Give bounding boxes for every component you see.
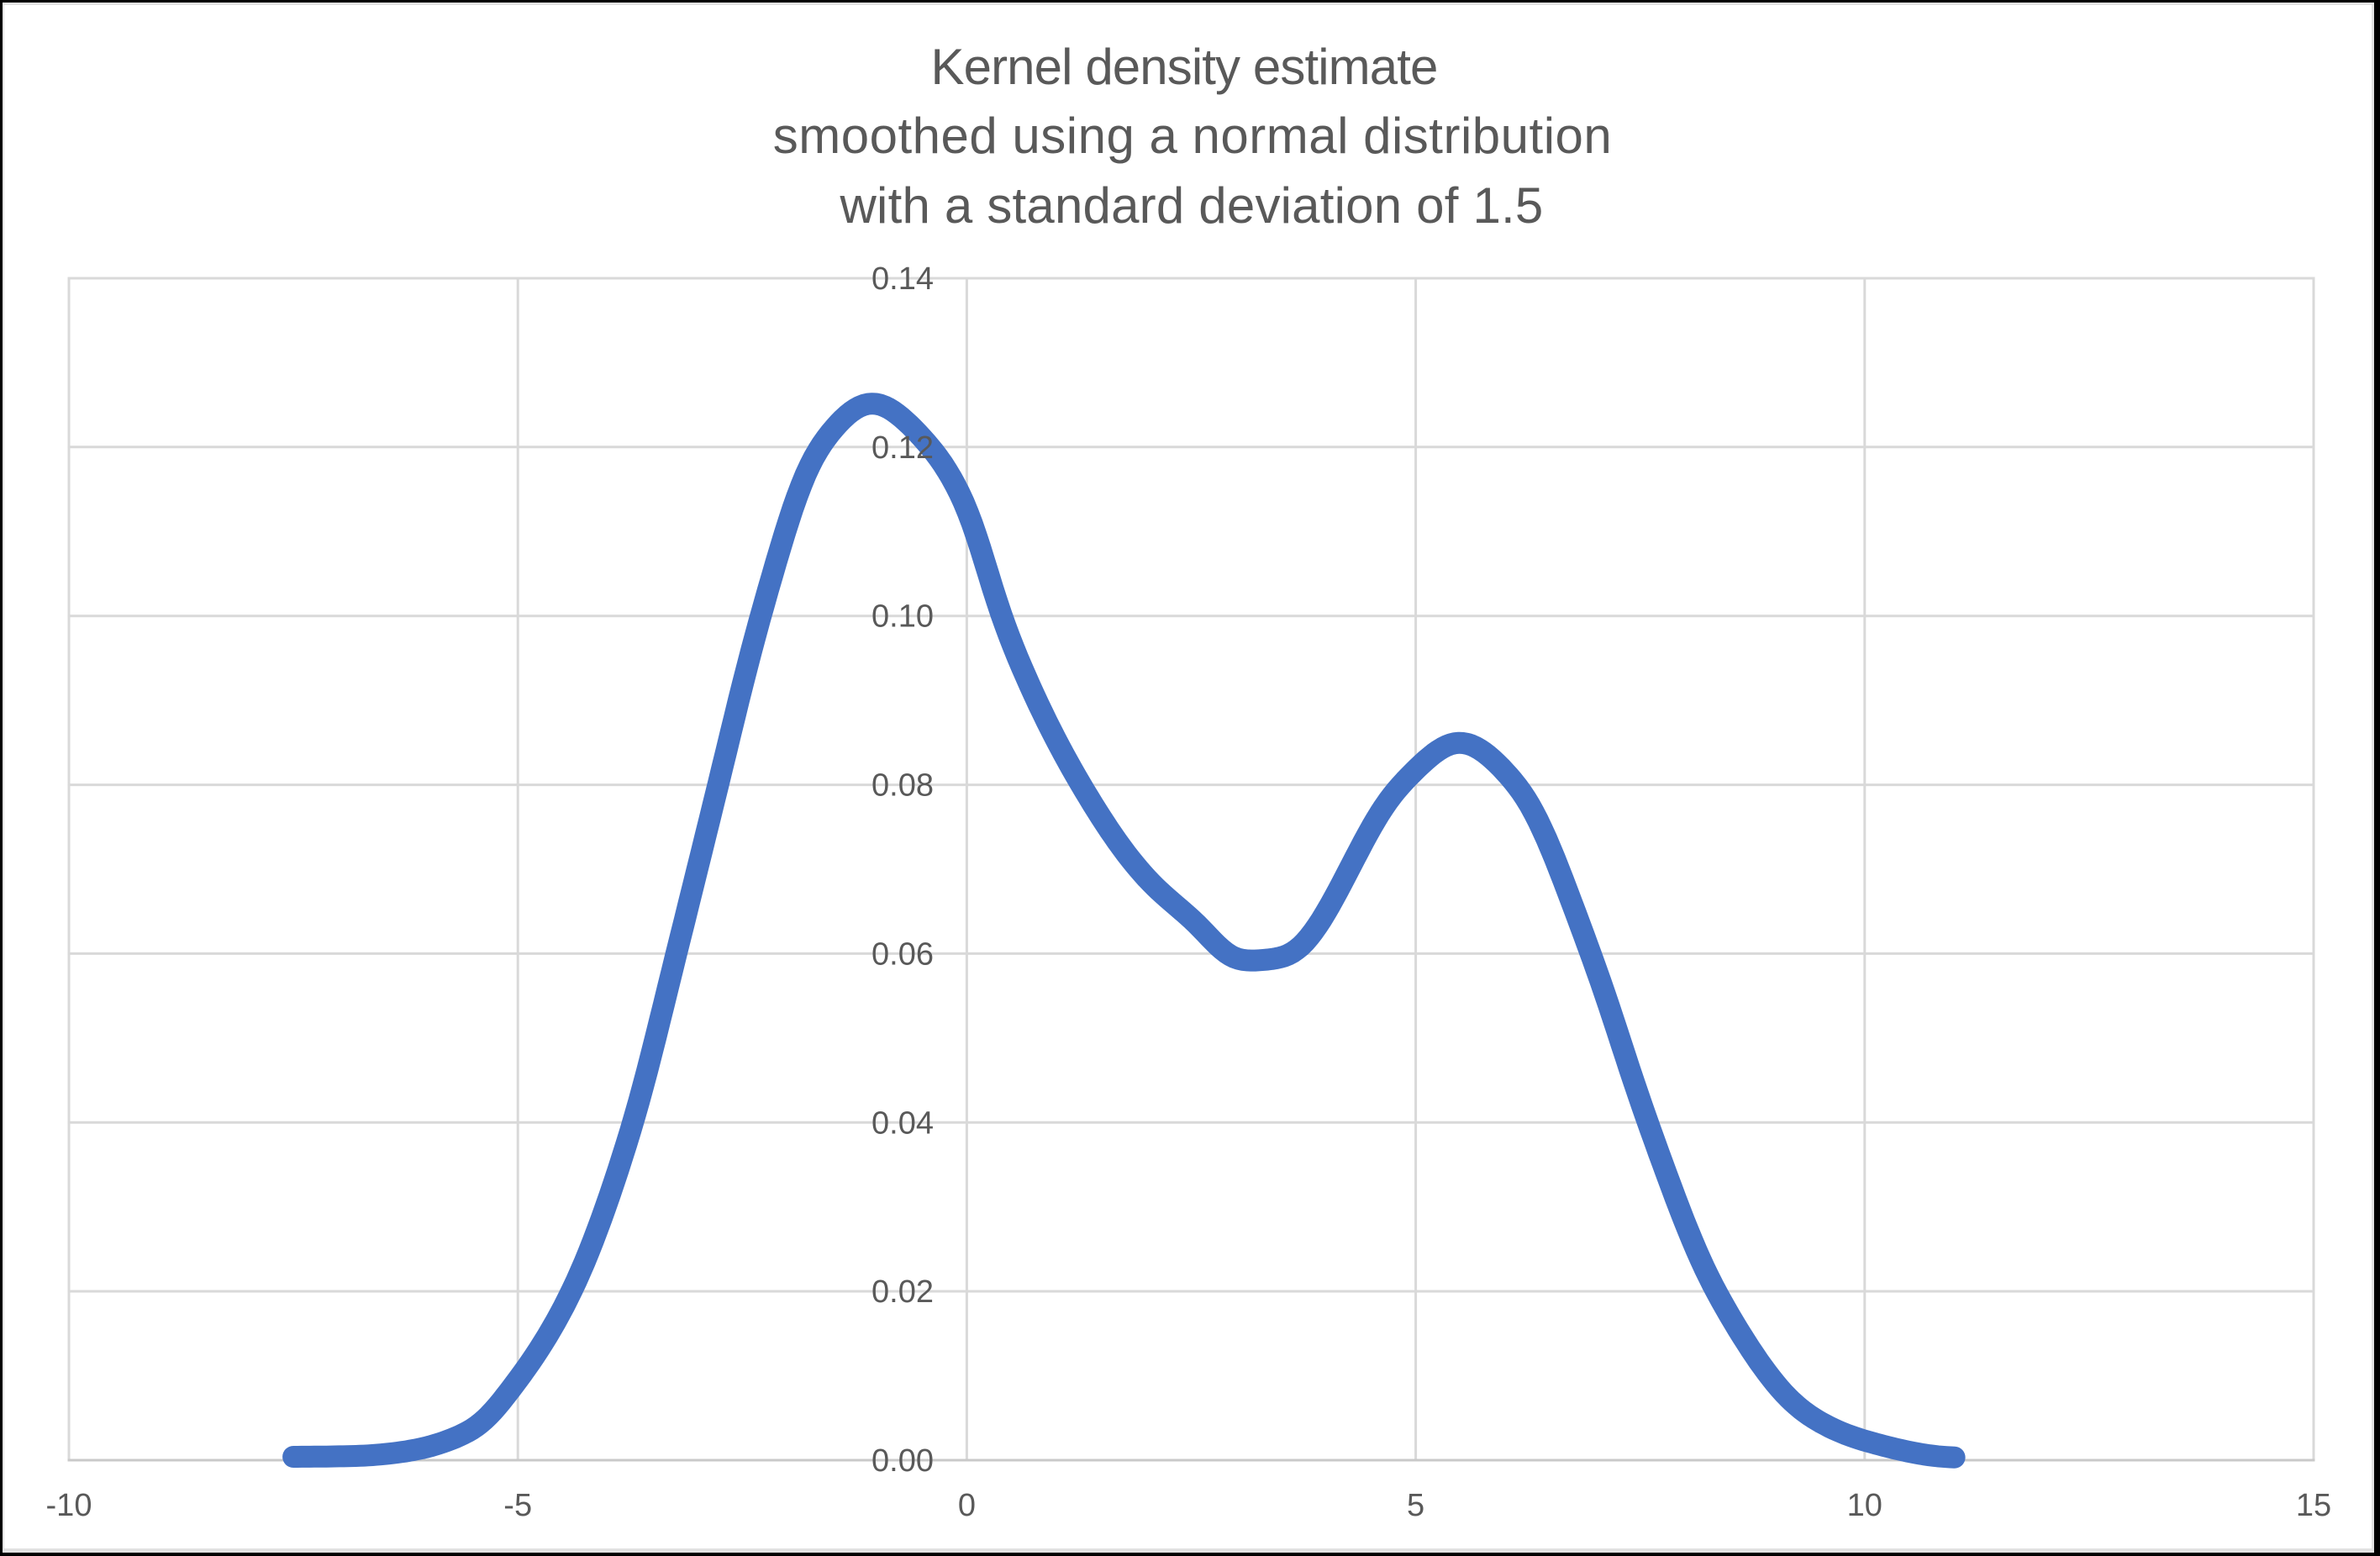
svg-text:-5: -5 xyxy=(503,1488,532,1523)
svg-text:0.04: 0.04 xyxy=(871,1105,934,1141)
svg-text:with a standard deviation of 1: with a standard deviation of 1.5 xyxy=(840,177,1544,234)
svg-text:0.10: 0.10 xyxy=(871,599,934,635)
svg-text:0: 0 xyxy=(958,1488,976,1523)
svg-text:0.00: 0.00 xyxy=(871,1443,934,1479)
svg-text:-10: -10 xyxy=(46,1488,92,1523)
svg-text:10: 10 xyxy=(1847,1488,1882,1523)
svg-text:smoothed using a normal distri: smoothed using a normal distribution xyxy=(773,108,1613,164)
svg-text:0.08: 0.08 xyxy=(871,768,934,804)
svg-text:0.12: 0.12 xyxy=(871,430,934,466)
svg-text:0.14: 0.14 xyxy=(871,261,934,297)
svg-text:0.06: 0.06 xyxy=(871,936,934,972)
svg-text:0.02: 0.02 xyxy=(871,1274,934,1310)
svg-text:5: 5 xyxy=(1407,1488,1424,1523)
svg-text:Kernel density estimate: Kernel density estimate xyxy=(931,39,1438,95)
svg-text:15: 15 xyxy=(2296,1488,2331,1523)
